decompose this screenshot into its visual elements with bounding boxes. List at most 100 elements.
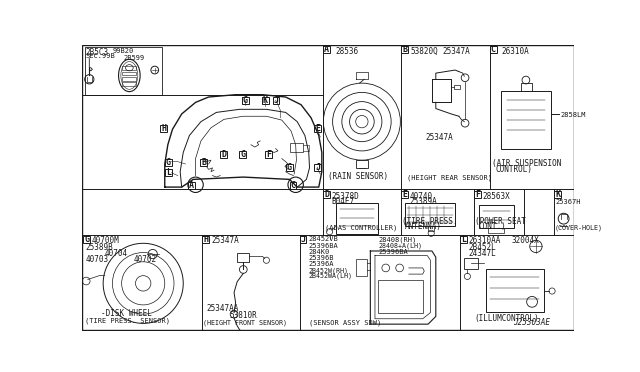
Text: 25396B: 25396B: [308, 255, 334, 261]
Text: 2B452WA(LH): 2B452WA(LH): [308, 273, 353, 279]
Text: J: J: [300, 235, 305, 244]
Text: G: G: [287, 163, 292, 172]
Text: 25347A: 25347A: [426, 133, 454, 142]
Text: B: B: [402, 45, 407, 54]
Text: (AIR SUSPENSION: (AIR SUSPENSION: [492, 159, 561, 168]
Text: K: K: [556, 190, 561, 199]
Text: 53810R: 53810R: [230, 311, 257, 320]
Bar: [323, 191, 330, 198]
Bar: [300, 236, 307, 243]
Text: 2B599: 2B599: [124, 55, 145, 61]
Text: K: K: [263, 96, 268, 105]
Text: J25303AE: J25303AE: [513, 318, 550, 327]
Bar: [289, 143, 303, 153]
Bar: [401, 191, 408, 198]
Text: (POWER SEAT: (POWER SEAT: [475, 217, 526, 225]
Text: D: D: [324, 190, 330, 199]
Text: J: J: [273, 96, 278, 105]
Text: E: E: [402, 190, 407, 199]
Text: 2B5C3: 2B5C3: [86, 48, 109, 57]
Text: 28563X: 28563X: [482, 192, 509, 201]
Text: G: G: [84, 235, 89, 244]
Text: G: G: [243, 96, 248, 105]
Bar: [188, 182, 195, 189]
Text: L: L: [166, 169, 171, 177]
Text: -DISK WHEEL: -DISK WHEEL: [101, 309, 152, 318]
Text: B04E7: B04E7: [332, 197, 355, 206]
Text: 28408(RH): 28408(RH): [378, 236, 416, 243]
Text: A: A: [324, 45, 330, 54]
Text: 32004X: 32004X: [511, 236, 539, 246]
Text: 24347L: 24347L: [468, 249, 496, 258]
Text: H: H: [204, 235, 209, 244]
Text: G: G: [166, 158, 171, 167]
Bar: [554, 191, 561, 198]
Text: 25396BA: 25396BA: [378, 249, 408, 255]
Bar: [486, 269, 543, 312]
Text: B: B: [201, 158, 206, 167]
Text: L: L: [461, 235, 466, 244]
Bar: [356, 160, 368, 168]
Text: A: A: [189, 181, 194, 190]
Text: 40702: 40702: [134, 255, 157, 264]
Text: H: H: [161, 125, 166, 134]
Bar: [237, 333, 250, 343]
Text: 25367H: 25367H: [556, 199, 581, 205]
Bar: [454, 85, 460, 89]
Text: CONTROL): CONTROL): [495, 165, 532, 174]
Bar: [285, 164, 292, 171]
Text: C: C: [491, 45, 495, 54]
Bar: [122, 66, 136, 70]
Bar: [164, 158, 172, 166]
Bar: [160, 125, 167, 132]
Bar: [122, 77, 136, 81]
Bar: [239, 151, 246, 158]
Bar: [242, 97, 249, 104]
Text: (RAIN SENSOR): (RAIN SENSOR): [328, 172, 388, 181]
Bar: [356, 259, 367, 276]
Text: (HEIGHT REAR SENSOR): (HEIGHT REAR SENSOR): [406, 174, 492, 181]
Text: 40703: 40703: [86, 255, 109, 264]
Bar: [323, 46, 330, 53]
Text: 25347A: 25347A: [211, 236, 239, 246]
Text: 28408+A(LH): 28408+A(LH): [378, 243, 422, 249]
Bar: [220, 151, 227, 158]
Bar: [265, 151, 272, 158]
Text: SEC.99B: SEC.99B: [86, 53, 115, 59]
Bar: [237, 253, 250, 262]
Text: 25347AA: 25347AA: [206, 304, 239, 312]
Bar: [273, 97, 280, 104]
Bar: [464, 258, 478, 269]
Text: (COVER-HOLE): (COVER-HOLE): [554, 224, 602, 231]
Bar: [501, 91, 551, 148]
Text: J: J: [315, 163, 320, 172]
Text: 284K0: 284K0: [308, 249, 330, 255]
Text: 99B20: 99B20: [113, 48, 134, 54]
Text: CONT.): CONT.): [479, 222, 507, 231]
Text: (TIRE PRESS. SENSOR): (TIRE PRESS. SENSOR): [86, 318, 170, 324]
Bar: [490, 46, 497, 53]
Text: 25347A: 25347A: [442, 47, 470, 56]
Bar: [405, 203, 455, 226]
Bar: [378, 280, 422, 312]
Text: 28452VB: 28452VB: [308, 236, 339, 243]
Text: ANTENNA): ANTENNA): [405, 222, 442, 231]
Bar: [122, 82, 136, 86]
Text: C: C: [291, 181, 296, 190]
Text: F: F: [266, 150, 271, 159]
Bar: [202, 236, 209, 243]
Text: (ADAS CONTROLLER): (ADAS CONTROLLER): [325, 224, 397, 231]
Bar: [200, 158, 207, 166]
Text: 25378D: 25378D: [332, 192, 360, 201]
Text: 2B452L: 2B452L: [468, 243, 496, 251]
Text: 40704: 40704: [105, 249, 128, 258]
Bar: [474, 191, 481, 198]
Text: (HEIGHT FRONT SENSOR): (HEIGHT FRONT SENSOR): [204, 320, 287, 327]
Text: 2B452W(RH): 2B452W(RH): [308, 267, 349, 274]
Text: (SENSOR ASSY SDW): (SENSOR ASSY SDW): [308, 320, 381, 327]
Text: D: D: [221, 150, 226, 159]
Text: 25396A: 25396A: [308, 261, 334, 267]
Text: 25389B: 25389B: [86, 243, 113, 251]
Bar: [314, 125, 321, 132]
Text: 53820Q: 53820Q: [410, 47, 438, 56]
